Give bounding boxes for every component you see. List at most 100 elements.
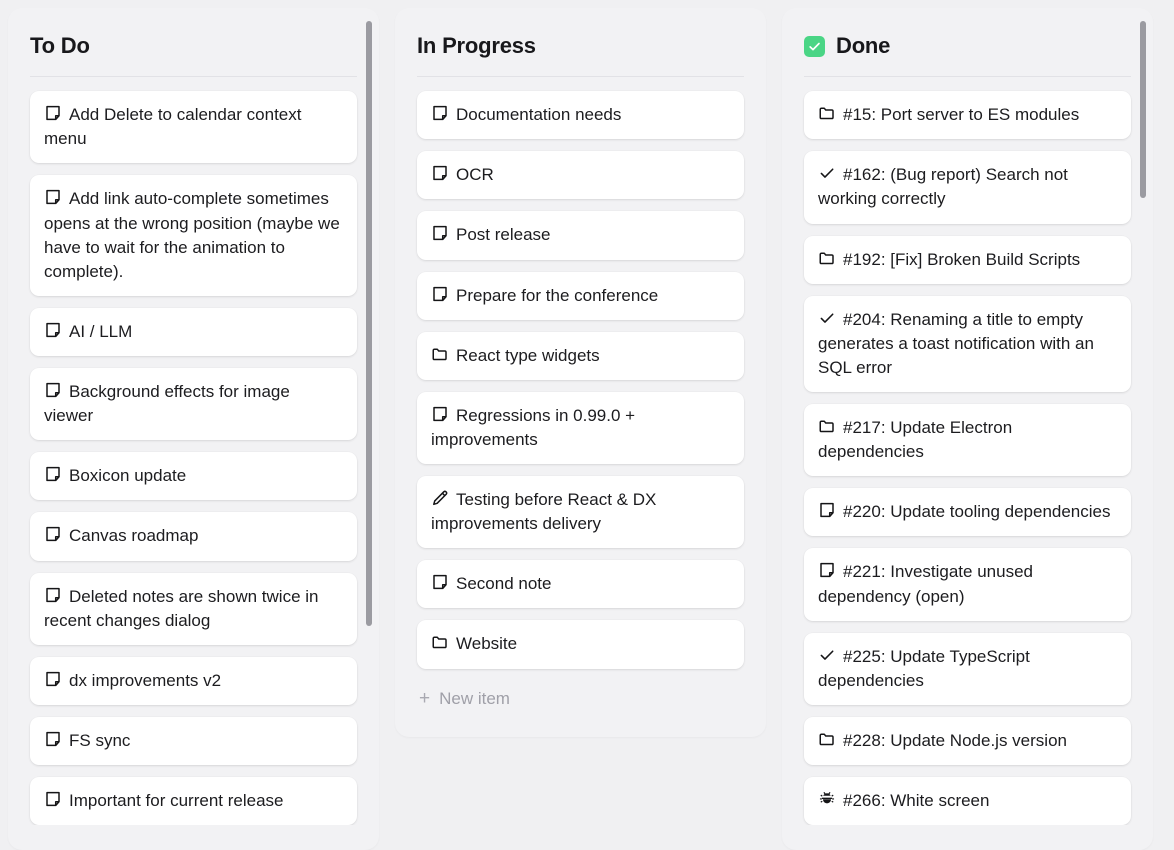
kanban-card[interactable]: #192: [Fix] Broken Build Scripts [804,235,1131,284]
card-title: dx improvements v2 [69,670,222,690]
card-title: Post release [456,225,551,245]
kanban-card[interactable]: dx improvements v2 [30,656,357,705]
kanban-card[interactable]: #221: Investigate unused dependency (ope… [804,548,1131,621]
kanban-card[interactable]: #204: Renaming a title to empty generate… [804,295,1131,393]
scrollbar-thumb-todo[interactable] [366,21,372,626]
folder-icon [818,104,836,122]
note-icon [44,525,62,543]
card-list-in-progress: Documentation needs OCR Post release Prepar… [395,77,766,718]
card-title: Add Delete to calendar context menu [44,105,302,149]
kanban-card[interactable]: Testing before React & DX improvements d… [417,476,744,549]
kanban-card[interactable]: Documentation needs [417,91,744,140]
column-title[interactable]: Done [836,33,891,58]
card-list-todo: Add Delete to calendar context menu Add l… [8,77,379,826]
card-list-done: #15: Port server to ES modules #162: (Bug… [782,77,1153,826]
column-header-done: Done [782,8,1153,76]
card-title: React type widgets [456,345,600,365]
card-title: AI / LLM [69,321,133,341]
note-icon [44,586,62,604]
card-title: Testing before React & DX improvements d… [431,490,657,534]
card-title: Website [456,634,518,654]
card-title: Documentation needs [456,105,622,125]
pencil-icon [431,489,449,507]
column-title-row: In Progress [417,33,744,76]
kanban-card[interactable]: Regressions in 0.99.0 + improvements [417,391,744,465]
card-title: #220: Update tooling dependencies [843,502,1111,522]
folder-icon [818,249,836,267]
card-title: #204: Renaming a title to empty generate… [818,309,1094,377]
column-title-row: To Do [30,33,357,76]
card-title: #228: Update Node.js version [843,730,1067,750]
kanban-card[interactable]: Add Delete to calendar context menu [30,91,357,164]
kanban-card[interactable]: FS sync [30,716,357,766]
column-header-divider [804,76,1131,78]
kanban-column-done: Done #15: Port server to ES modules #162: … [782,8,1153,850]
card-title: Regressions in 0.99.0 + improvements [431,405,636,449]
kanban-card[interactable]: OCR [417,151,744,200]
card-title: #192: [Fix] Broken Build Scripts [843,249,1081,269]
kanban-card[interactable]: Add link auto-complete sometimes opens a… [30,175,357,296]
folder-icon [818,730,836,748]
kanban-card[interactable]: #217: Update Electron dependencies [804,404,1131,477]
kanban-card[interactable]: Prepare for the conference [417,271,744,320]
note-icon [818,561,836,579]
folder-icon [431,633,449,651]
kanban-card[interactable]: #220: Update tooling dependencies [804,488,1131,537]
column-title[interactable]: In Progress [417,33,536,58]
column-title[interactable]: To Do [30,33,90,58]
card-title: #162: (Bug report) Search not working co… [818,165,1068,209]
card-title: #225: Update TypeScript dependencies [818,646,1030,690]
check-icon [818,309,836,327]
kanban-card[interactable]: Website [417,620,744,669]
card-title: #266: White screen [843,791,990,811]
card-title: Boxicon update [69,466,187,486]
kanban-card[interactable]: Second note [417,560,744,609]
note-icon [44,381,62,399]
kanban-card[interactable]: Background effects for image viewer [30,368,357,441]
card-title: Canvas roadmap [69,526,199,546]
done-checkbox-icon[interactable] [804,35,825,57]
kanban-column-todo: To Do Add Delete to calendar context menu… [8,8,379,850]
column-header-divider [30,76,357,78]
column-header-in-progress: In Progress [395,8,766,76]
card-title: #217: Update Electron dependencies [818,418,1013,462]
kanban-column-in-progress: In Progress Documentation needs OCR Post re… [395,8,766,737]
note-icon [431,405,449,423]
kanban-card[interactable]: AI / LLM [30,307,357,357]
check-icon [818,164,836,182]
kanban-card[interactable]: #225: Update TypeScript dependencies [804,632,1131,705]
card-title: Add link auto-complete sometimes opens a… [44,189,340,281]
column-header-divider [417,76,744,78]
new-item-label: New item [439,688,510,708]
plus-icon: + [419,688,431,710]
note-icon [431,164,449,182]
new-item-button[interactable]: + New item [417,681,744,719]
card-title: #15: Port server to ES modules [843,105,1080,125]
kanban-card[interactable]: Deleted notes are shown twice in recent … [30,572,357,645]
kanban-card[interactable]: #15: Port server to ES modules [804,91,1131,140]
check-icon [818,646,836,664]
note-icon [44,321,62,339]
card-title: Background effects for image viewer [44,382,290,426]
kanban-card[interactable]: React type widgets [417,331,744,380]
kanban-card[interactable]: Boxicon update [30,452,357,501]
column-header-todo: To Do [8,8,379,76]
kanban-card[interactable]: #266: White screen [804,777,1131,826]
kanban-card[interactable]: #228: Update Node.js version [804,716,1131,766]
note-icon [44,730,62,748]
card-title: Deleted notes are shown twice in recent … [44,586,319,630]
kanban-card[interactable]: Post release [417,211,744,260]
card-title: #221: Investigate unused dependency (ope… [818,562,1033,606]
note-icon [431,104,449,122]
kanban-card[interactable]: Important for current release [30,777,357,826]
scrollbar-thumb-done[interactable] [1140,21,1146,198]
note-icon [44,790,62,808]
kanban-card[interactable]: #162: (Bug report) Search not working co… [804,151,1131,224]
kanban-card[interactable]: Canvas roadmap [30,512,357,561]
card-title: Important for current release [69,791,284,811]
column-title-row: Done [804,33,1131,76]
card-title: OCR [456,165,494,185]
card-title: Second note [456,574,552,594]
note-icon [431,573,449,591]
